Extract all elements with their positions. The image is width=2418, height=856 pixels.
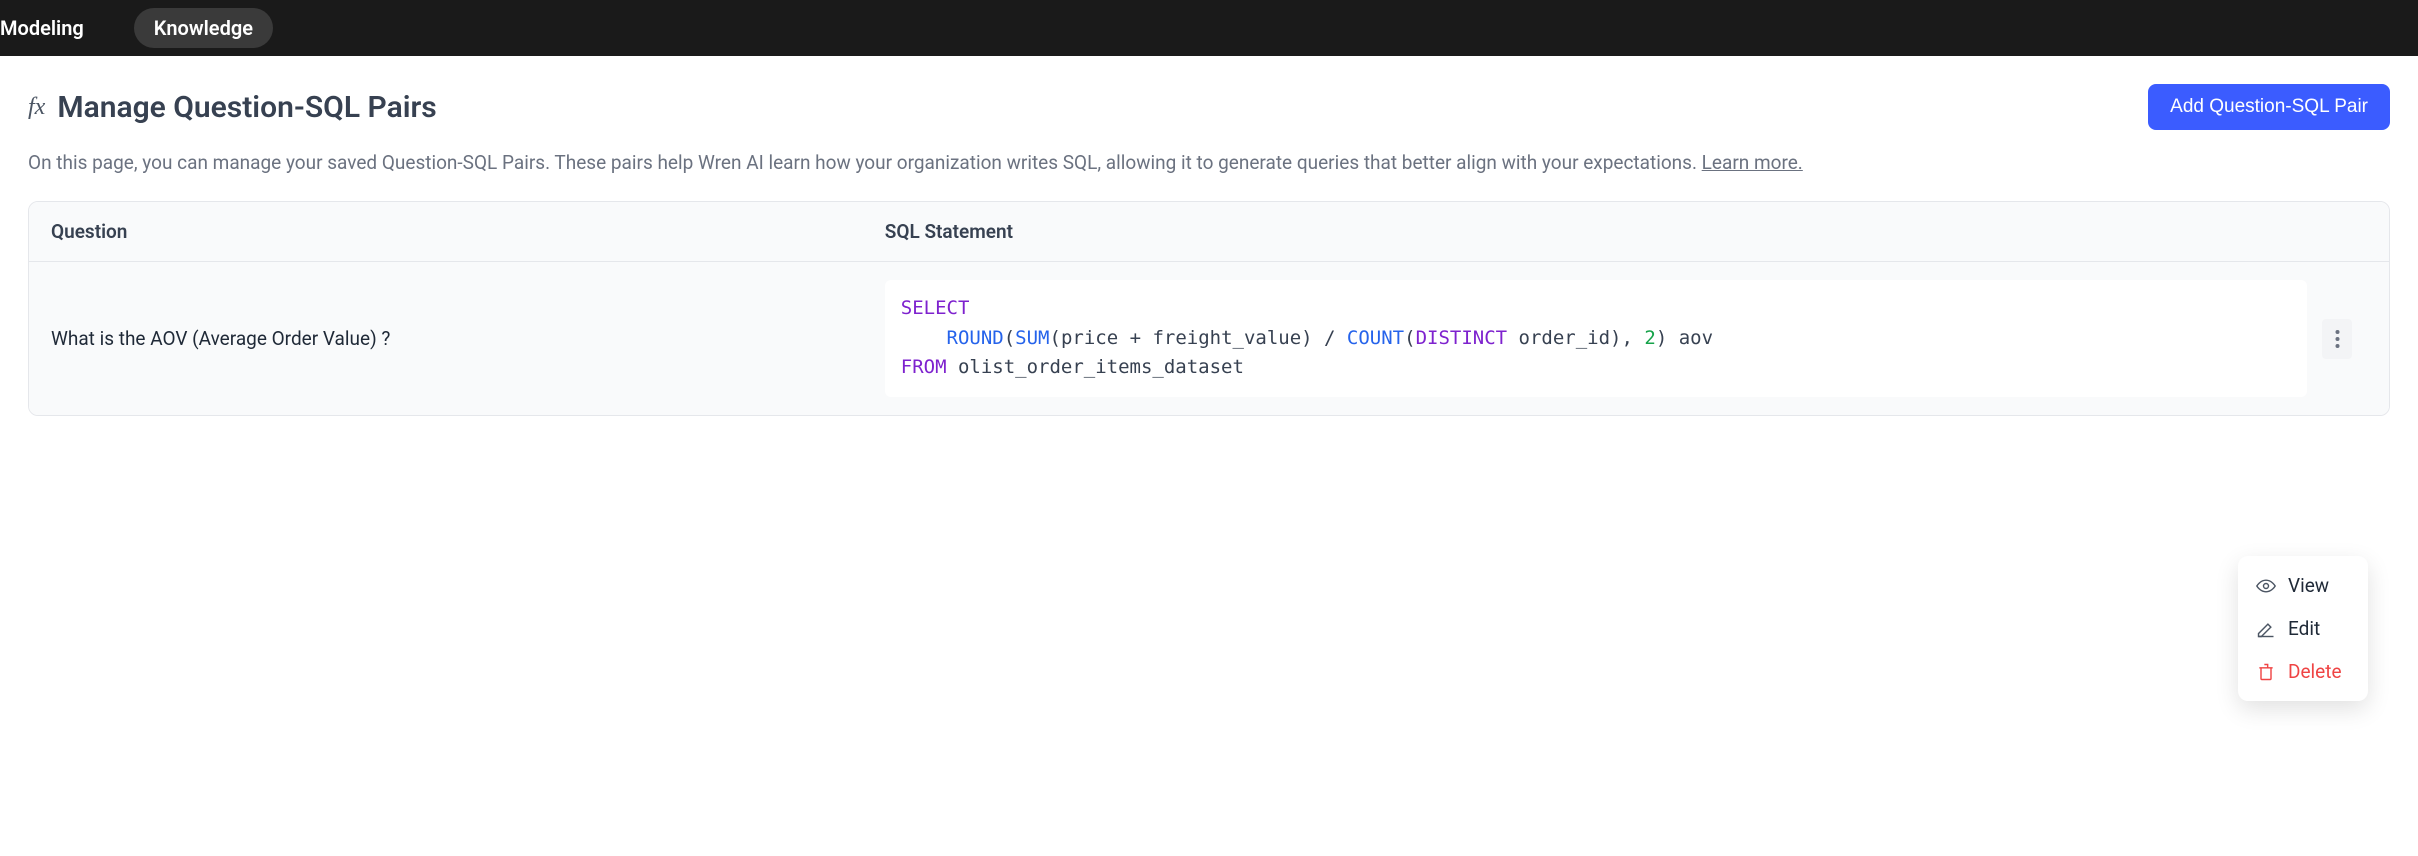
content: fx Manage Question-SQL Pairs Add Questio… bbox=[0, 56, 2418, 444]
fx-icon: fx bbox=[28, 94, 45, 121]
eye-icon bbox=[2256, 576, 2276, 596]
description-text: On this page, you can manage your saved … bbox=[28, 151, 1702, 174]
table-row: What is the AOV (Average Order Value) ? … bbox=[29, 262, 2389, 414]
page-title-wrap: fx Manage Question-SQL Pairs bbox=[28, 90, 437, 125]
qsql-table: Question SQL Statement What is the AOV (… bbox=[28, 201, 2390, 415]
dropdown-item-label: Delete bbox=[2288, 660, 2342, 683]
table-header-row: Question SQL Statement bbox=[29, 202, 2389, 262]
row-actions-dropdown: View Edit Delete bbox=[2238, 556, 2368, 701]
sql-cell: SELECT ROUND(SUM(price + freight_value) … bbox=[885, 280, 2307, 396]
add-question-sql-pair-button[interactable]: Add Question-SQL Pair bbox=[2148, 84, 2390, 130]
dropdown-item-edit[interactable]: Edit bbox=[2238, 607, 2368, 650]
column-header-sql: SQL Statement bbox=[885, 220, 2307, 243]
sql-statement: SELECT ROUND(SUM(price + freight_value) … bbox=[885, 280, 2307, 396]
table-wrapper: Question SQL Statement What is the AOV (… bbox=[28, 201, 2390, 415]
dropdown-item-label: View bbox=[2288, 574, 2329, 597]
dropdown-item-label: Edit bbox=[2288, 617, 2320, 640]
dropdown-item-view[interactable]: View bbox=[2238, 564, 2368, 607]
topbar: Modeling Knowledge bbox=[0, 0, 2418, 56]
learn-more-link[interactable]: Learn more. bbox=[1702, 151, 1803, 174]
trash-icon bbox=[2256, 662, 2276, 682]
more-vertical-icon bbox=[2335, 329, 2340, 349]
page-description: On this page, you can manage your saved … bbox=[28, 148, 2390, 177]
page-title: Manage Question-SQL Pairs bbox=[57, 90, 436, 125]
pencil-icon bbox=[2256, 619, 2276, 639]
column-header-question: Question bbox=[51, 220, 885, 243]
row-actions-button[interactable] bbox=[2322, 319, 2352, 359]
actions-cell bbox=[2307, 319, 2367, 359]
dropdown-item-delete[interactable]: Delete bbox=[2238, 650, 2368, 693]
question-cell: What is the AOV (Average Order Value) ? bbox=[51, 327, 885, 350]
page-header: fx Manage Question-SQL Pairs Add Questio… bbox=[28, 84, 2390, 130]
question-text: What is the AOV (Average Order Value) ? bbox=[51, 327, 390, 350]
tab-knowledge[interactable]: Knowledge bbox=[134, 8, 273, 48]
tab-modeling[interactable]: Modeling bbox=[0, 8, 104, 48]
column-header-actions bbox=[2307, 220, 2367, 243]
